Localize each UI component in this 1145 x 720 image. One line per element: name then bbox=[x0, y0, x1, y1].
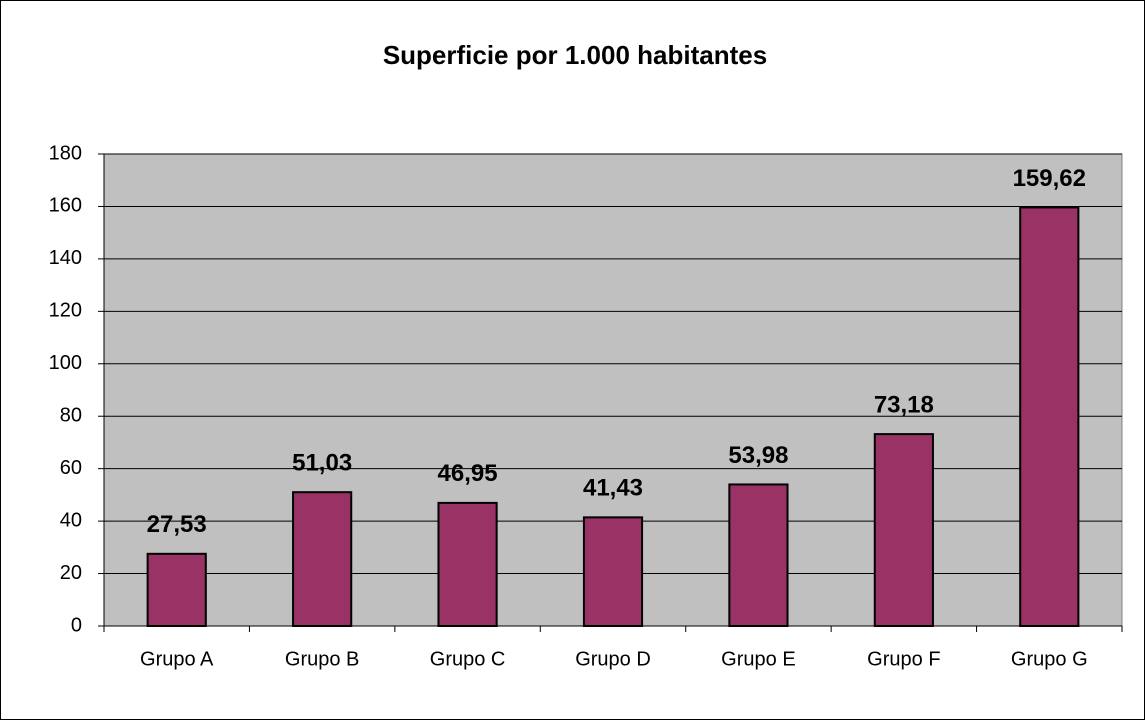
bar bbox=[582, 516, 644, 627]
y-tick-label: 120 bbox=[49, 300, 82, 322]
value-label: 159,62 bbox=[1013, 165, 1086, 192]
value-label: 51,03 bbox=[292, 450, 352, 477]
x-tick-label: Grupo D bbox=[575, 648, 651, 670]
value-label: 46,95 bbox=[438, 460, 498, 487]
x-tick-label: Grupo G bbox=[1011, 648, 1088, 670]
y-tick-label: 160 bbox=[49, 195, 82, 217]
chart-title: Superficie por 1.000 habitantes bbox=[383, 40, 767, 70]
x-tick-label: Grupo E bbox=[721, 648, 795, 670]
y-tick-label: 180 bbox=[49, 142, 82, 164]
y-tick-label: 40 bbox=[60, 509, 82, 531]
value-label: 53,98 bbox=[728, 442, 788, 469]
bar bbox=[1019, 206, 1080, 627]
value-label: 73,18 bbox=[874, 391, 934, 418]
bar bbox=[437, 501, 498, 627]
y-tick-label: 0 bbox=[71, 614, 82, 636]
bar bbox=[728, 483, 789, 628]
x-tick-label: Grupo C bbox=[430, 648, 506, 670]
y-tick-label: 100 bbox=[49, 352, 82, 374]
value-label: 27,53 bbox=[147, 511, 207, 538]
bar bbox=[873, 433, 934, 627]
x-tick-label: Grupo F bbox=[867, 648, 940, 670]
y-tick-label: 80 bbox=[60, 405, 82, 427]
value-label: 41,43 bbox=[583, 475, 643, 502]
y-tick-label: 140 bbox=[49, 247, 82, 269]
x-tick-label: Grupo B bbox=[285, 648, 359, 670]
x-tick-label: Grupo A bbox=[140, 648, 214, 670]
bar bbox=[292, 491, 353, 627]
y-tick-label: 20 bbox=[60, 562, 82, 584]
bar bbox=[146, 552, 207, 628]
y-tick-label: 60 bbox=[60, 457, 82, 479]
